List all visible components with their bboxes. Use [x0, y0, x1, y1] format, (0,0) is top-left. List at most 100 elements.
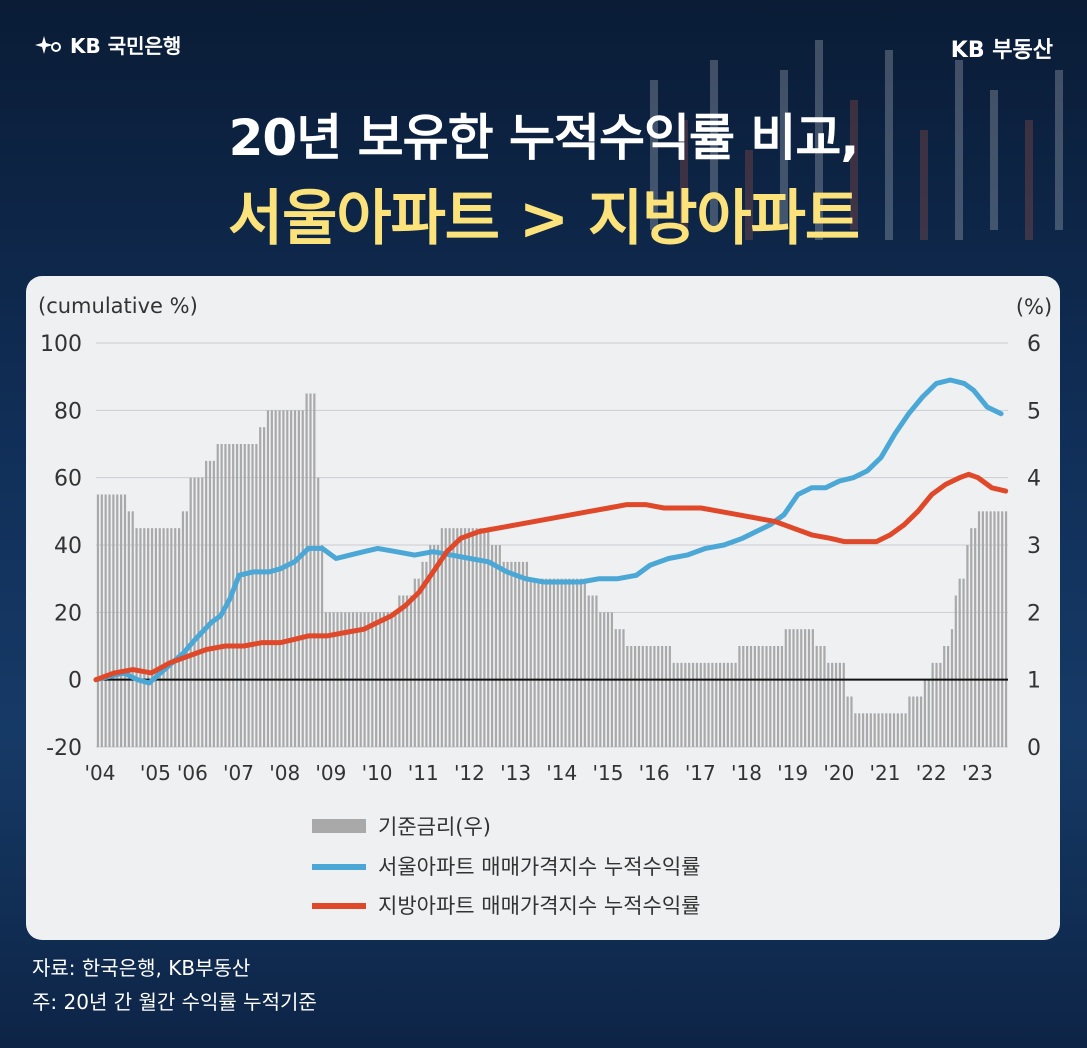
- rate-bar: [719, 662, 722, 747]
- rate-bars: [96, 393, 1008, 747]
- rate-bar: [691, 662, 695, 747]
- rate-bar: [487, 528, 490, 747]
- rate-bar: [502, 561, 505, 747]
- rate-bar: [614, 629, 617, 747]
- rate-bar: [854, 713, 857, 747]
- rate-bar: [784, 629, 787, 747]
- rate-bar: [788, 629, 791, 747]
- source-note: 자료: 한국은행, KB부동산: [32, 956, 251, 980]
- rate-bar: [684, 662, 687, 747]
- rate-bar: [212, 460, 215, 747]
- rate-bar: [1004, 511, 1008, 747]
- rate-bar: [162, 528, 165, 747]
- rate-bar: [290, 410, 293, 747]
- rate-bar: [510, 561, 513, 747]
- rate-bar: [974, 528, 977, 747]
- rate-bar: [1001, 511, 1004, 747]
- left-tick-label: 20: [54, 601, 82, 626]
- rate-bar: [591, 595, 594, 747]
- rate-bar: [711, 662, 714, 747]
- rate-bar: [792, 629, 795, 747]
- rate-bar: [846, 696, 849, 747]
- rate-bar: [572, 578, 575, 747]
- rate-bar: [100, 494, 103, 747]
- rate-bar: [881, 713, 884, 747]
- rate-bar: [819, 646, 822, 747]
- page-subtitle-highlight: 서울아파트 > 지방아파트: [227, 184, 860, 254]
- x-tick-label: '18: [731, 761, 762, 785]
- rate-bar: [985, 511, 988, 747]
- rate-bar: [595, 595, 598, 747]
- x-tick-label: '09: [315, 761, 346, 785]
- x-tick-label: '07: [223, 761, 254, 785]
- rate-bar: [425, 561, 428, 747]
- rate-bar: [193, 477, 196, 747]
- rate-bar: [757, 646, 760, 747]
- rate-bar: [579, 578, 583, 747]
- rate-bar: [730, 662, 733, 747]
- rate-bar: [181, 511, 185, 747]
- rate-bar: [317, 477, 320, 747]
- x-tick-label: '20: [823, 761, 854, 785]
- rate-bar: [177, 528, 181, 747]
- rate-bar: [966, 545, 969, 747]
- rate-bar: [185, 511, 188, 747]
- rate-bar: [780, 646, 784, 747]
- rate-bar: [827, 662, 830, 747]
- x-tick-label: '06: [177, 761, 208, 785]
- x-tick-label: '22: [916, 761, 947, 785]
- rate-bar: [409, 595, 413, 747]
- right-tick-label: 5: [1027, 399, 1041, 424]
- rate-bar: [471, 528, 474, 747]
- rate-bar: [618, 629, 621, 747]
- rate-bar: [498, 545, 501, 747]
- rate-bar: [676, 662, 679, 747]
- rate-bar: [626, 646, 629, 747]
- rate-bar: [297, 410, 300, 747]
- rate-bar: [313, 393, 316, 747]
- rate-bar: [123, 494, 127, 747]
- rate-bar: [436, 545, 440, 747]
- rate-bar: [850, 696, 853, 747]
- x-tick-label: '16: [639, 761, 670, 785]
- rate-bar: [479, 528, 482, 747]
- rate-bar: [205, 460, 208, 747]
- brand-left-text: KB 국민은행: [70, 34, 182, 58]
- rate-bar: [919, 696, 923, 747]
- rate-bar: [278, 410, 281, 747]
- chart: 100 80 60 40 20 0 -20 6 5 4 3 2 1 0 (cumulative %) (%) '…: [38, 294, 1052, 918]
- rate-bar: [865, 713, 869, 747]
- rate-bar: [270, 410, 273, 747]
- rate-bar: [475, 528, 478, 747]
- rate-bar: [529, 578, 532, 747]
- x-tick-label: '11: [408, 761, 439, 785]
- rate-bar: [521, 561, 525, 747]
- rate-bar: [174, 528, 177, 747]
- rate-bar: [749, 646, 753, 747]
- rate-bar: [668, 646, 671, 747]
- rate-bar: [630, 646, 633, 747]
- rate-bar: [208, 460, 212, 747]
- rate-bar: [108, 494, 111, 747]
- rate-bar: [807, 629, 811, 747]
- rate-bar: [722, 662, 726, 747]
- rate-bar: [804, 629, 807, 747]
- rate-bar: [305, 393, 308, 747]
- rate-bar: [873, 713, 876, 747]
- rate-bar: [657, 646, 660, 747]
- rate-bar: [444, 528, 447, 747]
- rate-bar: [838, 662, 841, 747]
- rate-bar: [463, 528, 467, 747]
- rate-bar: [417, 578, 420, 747]
- rate-bar: [127, 511, 130, 747]
- rate-bar: [506, 561, 509, 747]
- rate-bar: [494, 545, 498, 747]
- x-tick-label: '19: [777, 761, 808, 785]
- rate-bar: [158, 528, 161, 747]
- rate-bar: [398, 595, 401, 747]
- right-tick-label: 6: [1027, 332, 1041, 357]
- rate-bar: [116, 494, 119, 747]
- rate-bar: [954, 595, 957, 747]
- rate-bar: [861, 713, 865, 747]
